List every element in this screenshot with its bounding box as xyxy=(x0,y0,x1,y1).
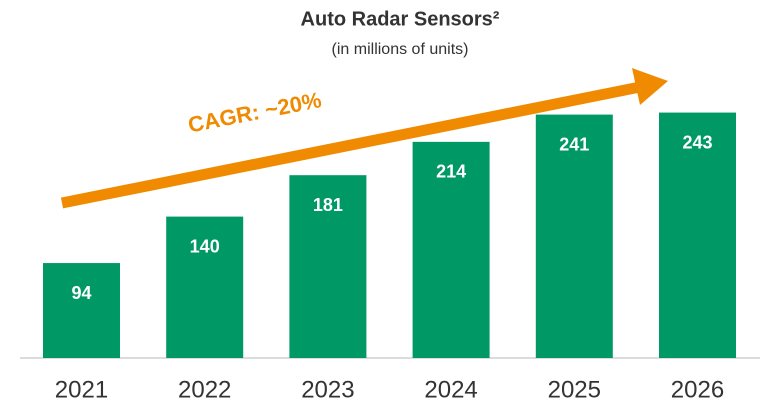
x-tick-label: 2021 xyxy=(55,376,108,403)
arrow-head xyxy=(632,68,668,105)
bar xyxy=(535,114,613,358)
x-tick-label: 2023 xyxy=(301,376,354,403)
x-tick-label: 2024 xyxy=(424,376,477,403)
arrow-shaft xyxy=(60,81,642,209)
chart-subtitle: (in millions of units) xyxy=(332,41,469,58)
bar xyxy=(43,263,120,358)
data-label: 140 xyxy=(190,236,220,256)
bar xyxy=(166,216,244,358)
bar xyxy=(412,141,490,358)
annotation: CAGR: ~20% xyxy=(186,87,323,137)
data-label: 214 xyxy=(436,162,466,182)
chart-title: Auto Radar Sensors² xyxy=(301,8,500,30)
data-label: 241 xyxy=(559,134,589,154)
bar xyxy=(289,175,367,358)
data-label: 243 xyxy=(682,132,712,152)
trend-arrow xyxy=(60,68,668,209)
x-tick-label: 2022 xyxy=(178,376,231,403)
x-tick-label: 2026 xyxy=(671,376,724,403)
x-tick-label: 2025 xyxy=(548,376,601,403)
bar xyxy=(659,112,736,358)
data-label: 181 xyxy=(313,195,343,215)
data-label: 94 xyxy=(71,283,91,303)
